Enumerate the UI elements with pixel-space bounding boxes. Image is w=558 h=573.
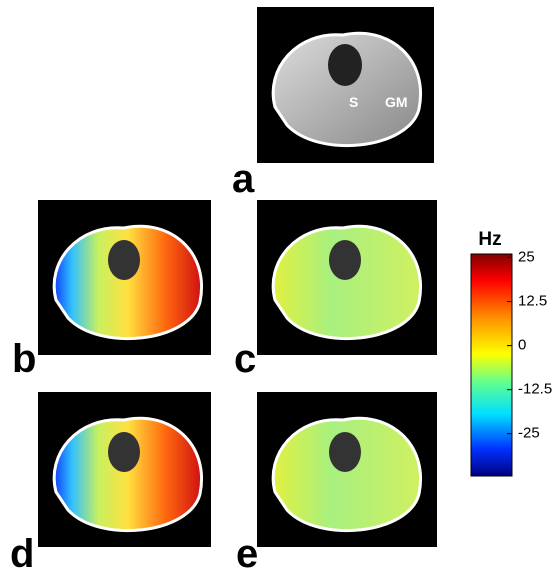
colorbar-tick-label: 12.5 [518,293,547,310]
colorbar-tick-label: 25 [518,248,535,265]
panel-label: d [10,532,34,573]
panel-e-image [257,392,437,547]
panel-c-image [257,200,437,355]
colorbar [470,253,513,477]
panel-a-image: S GM [257,7,434,163]
annotation-s: S [349,94,358,110]
panel-label: b [12,337,36,381]
colorbar-tick-label: -25 [518,425,540,442]
colorbar-title: Hz [478,229,501,250]
annotation-gm: GM [385,94,408,110]
colorbar-tick-label: 0 [518,337,526,354]
panel-label: c [234,337,256,381]
panel-label: a [232,157,255,201]
colorbar-tick-label: -12.5 [518,381,552,398]
panel-label: e [236,532,258,573]
panel-b-image [38,200,211,355]
panel-d-image [38,392,211,547]
